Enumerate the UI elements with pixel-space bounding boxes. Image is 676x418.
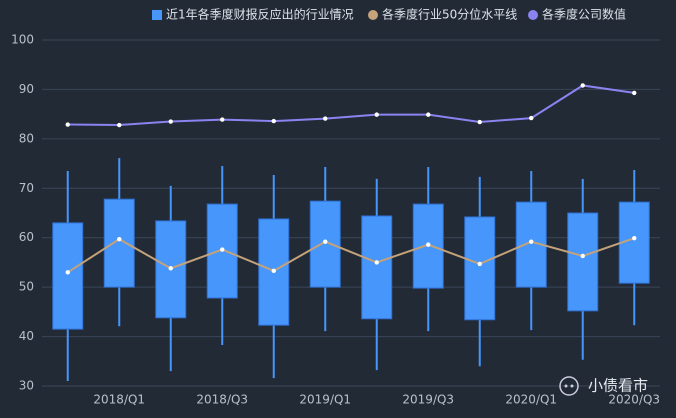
point (580, 83, 585, 88)
point (477, 261, 482, 267)
box (52, 222, 84, 330)
y-tick-label: 100 (11, 33, 34, 47)
y-tick-label: 40 (19, 329, 34, 343)
y-tick-label: 30 (19, 379, 34, 393)
watermark: 小债看市 (588, 377, 648, 395)
point (426, 242, 431, 247)
point (168, 266, 173, 271)
point (220, 247, 225, 252)
point (65, 122, 70, 127)
box (361, 215, 393, 320)
legend-swatch (528, 10, 538, 20)
box (464, 216, 496, 321)
y-tick-label: 70 (19, 181, 34, 195)
point (117, 236, 122, 242)
series-line (67, 84, 635, 127)
point (632, 236, 637, 241)
x-tick-label: 2020/Q3 (608, 393, 660, 407)
y-tick-label: 50 (19, 280, 34, 294)
y-tick-label: 90 (19, 82, 34, 96)
point (632, 90, 637, 96)
point (117, 122, 122, 128)
point (220, 117, 225, 122)
watermark-icon (559, 376, 579, 396)
legend-swatch (152, 10, 162, 20)
legend-swatch (368, 10, 378, 20)
x-tick-label: 2018/Q1 (93, 393, 145, 407)
y-tick-label: 60 (19, 230, 34, 244)
legend-text: 各季度行业50分位水平线 (382, 7, 517, 22)
point (477, 119, 482, 125)
y-tick-label: 80 (19, 131, 34, 145)
point (426, 112, 431, 117)
point (374, 260, 379, 265)
box (103, 198, 135, 288)
x-tick-label: 2020/Q1 (505, 393, 557, 407)
x-tick-label: 2018/Q3 (196, 393, 248, 407)
point (374, 112, 379, 117)
x-tick-label: 2019/Q1 (299, 393, 351, 407)
point (323, 239, 328, 244)
point (580, 253, 585, 259)
point (529, 239, 534, 244)
point (168, 119, 173, 124)
point (323, 116, 328, 121)
legend-text: 近1年各季度财报反应出的行业情况 (166, 7, 354, 22)
point (271, 118, 276, 124)
point (271, 268, 276, 274)
x-tick-label: 2019/Q3 (402, 393, 454, 407)
point (529, 115, 534, 121)
box (567, 212, 599, 312)
series-line (67, 237, 635, 274)
legend-text: 各季度公司数值 (542, 7, 626, 22)
box (309, 200, 341, 288)
point (65, 270, 70, 275)
